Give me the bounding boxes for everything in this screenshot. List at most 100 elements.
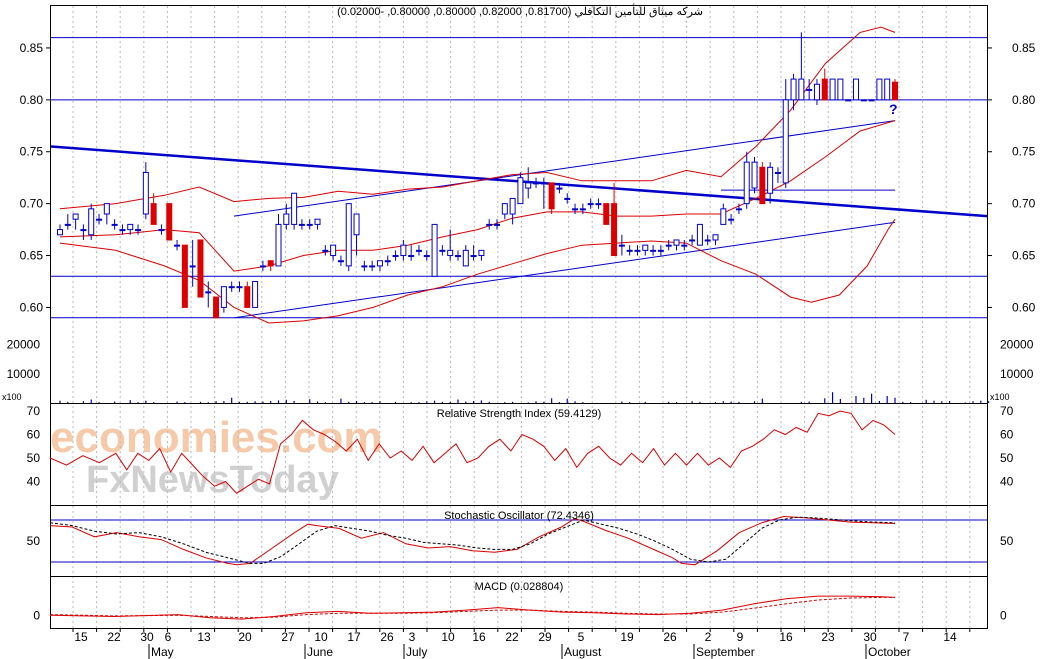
price-chart-title: شركه ميثاق للتأمين التكافلي (0.81700, 0.…	[337, 4, 703, 18]
x-day-label: 26	[380, 630, 394, 644]
candle-body	[611, 203, 618, 257]
candle-body	[657, 249, 664, 252]
x-day-label: 29	[538, 630, 552, 644]
x-month-label: June	[307, 645, 333, 659]
candle-body	[759, 166, 766, 205]
volume-y-tick-right: 20000	[1000, 338, 1034, 352]
candle-body	[454, 255, 461, 258]
candle-body	[696, 223, 703, 246]
candle-body	[244, 286, 251, 308]
candle-body	[298, 223, 305, 226]
price-y-tick-right: 0.65	[1012, 249, 1036, 263]
candle-body	[142, 172, 149, 215]
candle-body	[205, 291, 212, 294]
x-day-label: 16	[472, 630, 486, 644]
candle-body	[447, 249, 454, 257]
candle-body	[376, 260, 383, 267]
candle-body	[439, 249, 446, 252]
price-panel: 0.85 0.85 0.80 0.80 0.75 0.75 0.70 0.70 0.65 0.65…	[20, 26, 1036, 324]
candle-body	[57, 229, 63, 236]
panel-y-tick-left: 50	[27, 534, 41, 548]
signal-line	[49, 596, 895, 619]
candle-body	[228, 286, 235, 289]
candle-body	[236, 286, 243, 289]
candle-body	[712, 234, 719, 241]
candle-body	[720, 208, 727, 225]
x-day-label: 30	[863, 630, 877, 644]
candle-body	[618, 244, 625, 247]
candle-body	[369, 265, 376, 268]
candle-body	[174, 244, 181, 247]
candle-body	[291, 192, 298, 225]
candle-body	[158, 229, 165, 232]
candle-body	[704, 239, 711, 242]
candle-body	[166, 203, 173, 241]
candle-body	[868, 99, 875, 102]
candle-body	[462, 249, 469, 267]
watermark-line1: economies.com	[50, 413, 383, 462]
indicator-line	[49, 515, 896, 566]
candle-body	[642, 244, 649, 251]
x-month-label: August	[564, 645, 602, 659]
candle-body	[181, 244, 188, 308]
candle-body	[353, 213, 360, 236]
x-day-label: 10	[441, 630, 455, 644]
candle-body	[595, 203, 602, 206]
candle-body	[150, 203, 157, 225]
candle-body	[267, 260, 274, 267]
candle-body	[252, 280, 259, 308]
signal-line	[49, 516, 896, 564]
candle-body	[665, 244, 672, 247]
candle-body	[735, 208, 742, 211]
panel-y-tick-right: 0	[1000, 608, 1007, 622]
x-day-label: 9	[737, 630, 744, 644]
candle-body	[135, 229, 142, 232]
candle-body	[213, 296, 220, 319]
candle-body	[884, 78, 891, 101]
candle-body	[845, 99, 852, 102]
volume-y-tick-left: 10000	[7, 367, 41, 381]
panel-y-tick-left: 60	[27, 428, 41, 442]
candle-body	[306, 223, 313, 226]
candle-body	[572, 208, 579, 211]
price-y-tick-left: 0.70	[20, 197, 44, 211]
candle-body	[790, 78, 797, 101]
x-day-label: 10	[314, 630, 328, 644]
candle-body	[423, 255, 430, 258]
price-y-tick-right: 0.85	[1012, 41, 1036, 55]
candle-body	[564, 197, 571, 200]
candle-body	[275, 223, 282, 267]
volume-y-tick-left: 20000	[7, 338, 41, 352]
price-y-tick-right: 0.75	[1012, 145, 1036, 159]
candle-body	[525, 182, 532, 189]
candle-body	[259, 265, 266, 268]
x-day-label: 16	[779, 630, 793, 644]
panel-y-tick-right: 50	[1000, 451, 1014, 465]
price-y-tick-right: 0.60	[1012, 300, 1036, 314]
panel-y-tick-right: 50	[1000, 534, 1014, 548]
price-annotation: ?	[889, 101, 898, 117]
candle-body	[431, 223, 438, 277]
candle-body	[220, 286, 227, 308]
candle-body	[384, 260, 391, 263]
panel-y-tick-right: 60	[1000, 428, 1014, 442]
candle-body	[852, 78, 859, 101]
price-y-tick-left: 0.85	[20, 41, 44, 55]
candle-body	[88, 208, 95, 236]
candle-body	[798, 78, 805, 101]
volume-unit-left: x100	[2, 392, 22, 402]
candle-body	[728, 218, 735, 221]
panel-frames	[50, 5, 988, 629]
candle-body	[782, 99, 789, 184]
candle-body	[64, 223, 71, 226]
candle-body	[767, 166, 774, 194]
candle-body	[494, 223, 501, 226]
candle-body	[72, 213, 79, 220]
bollinger-lower-band	[59, 218, 896, 324]
x-day-label: 19	[620, 630, 634, 644]
price-y-tick-left: 0.60	[20, 300, 44, 314]
volume-panel: 20000 20000 10000 10000	[7, 338, 1034, 403]
candle-body	[103, 203, 110, 215]
candle-body	[837, 78, 844, 101]
candle-body	[96, 218, 103, 221]
